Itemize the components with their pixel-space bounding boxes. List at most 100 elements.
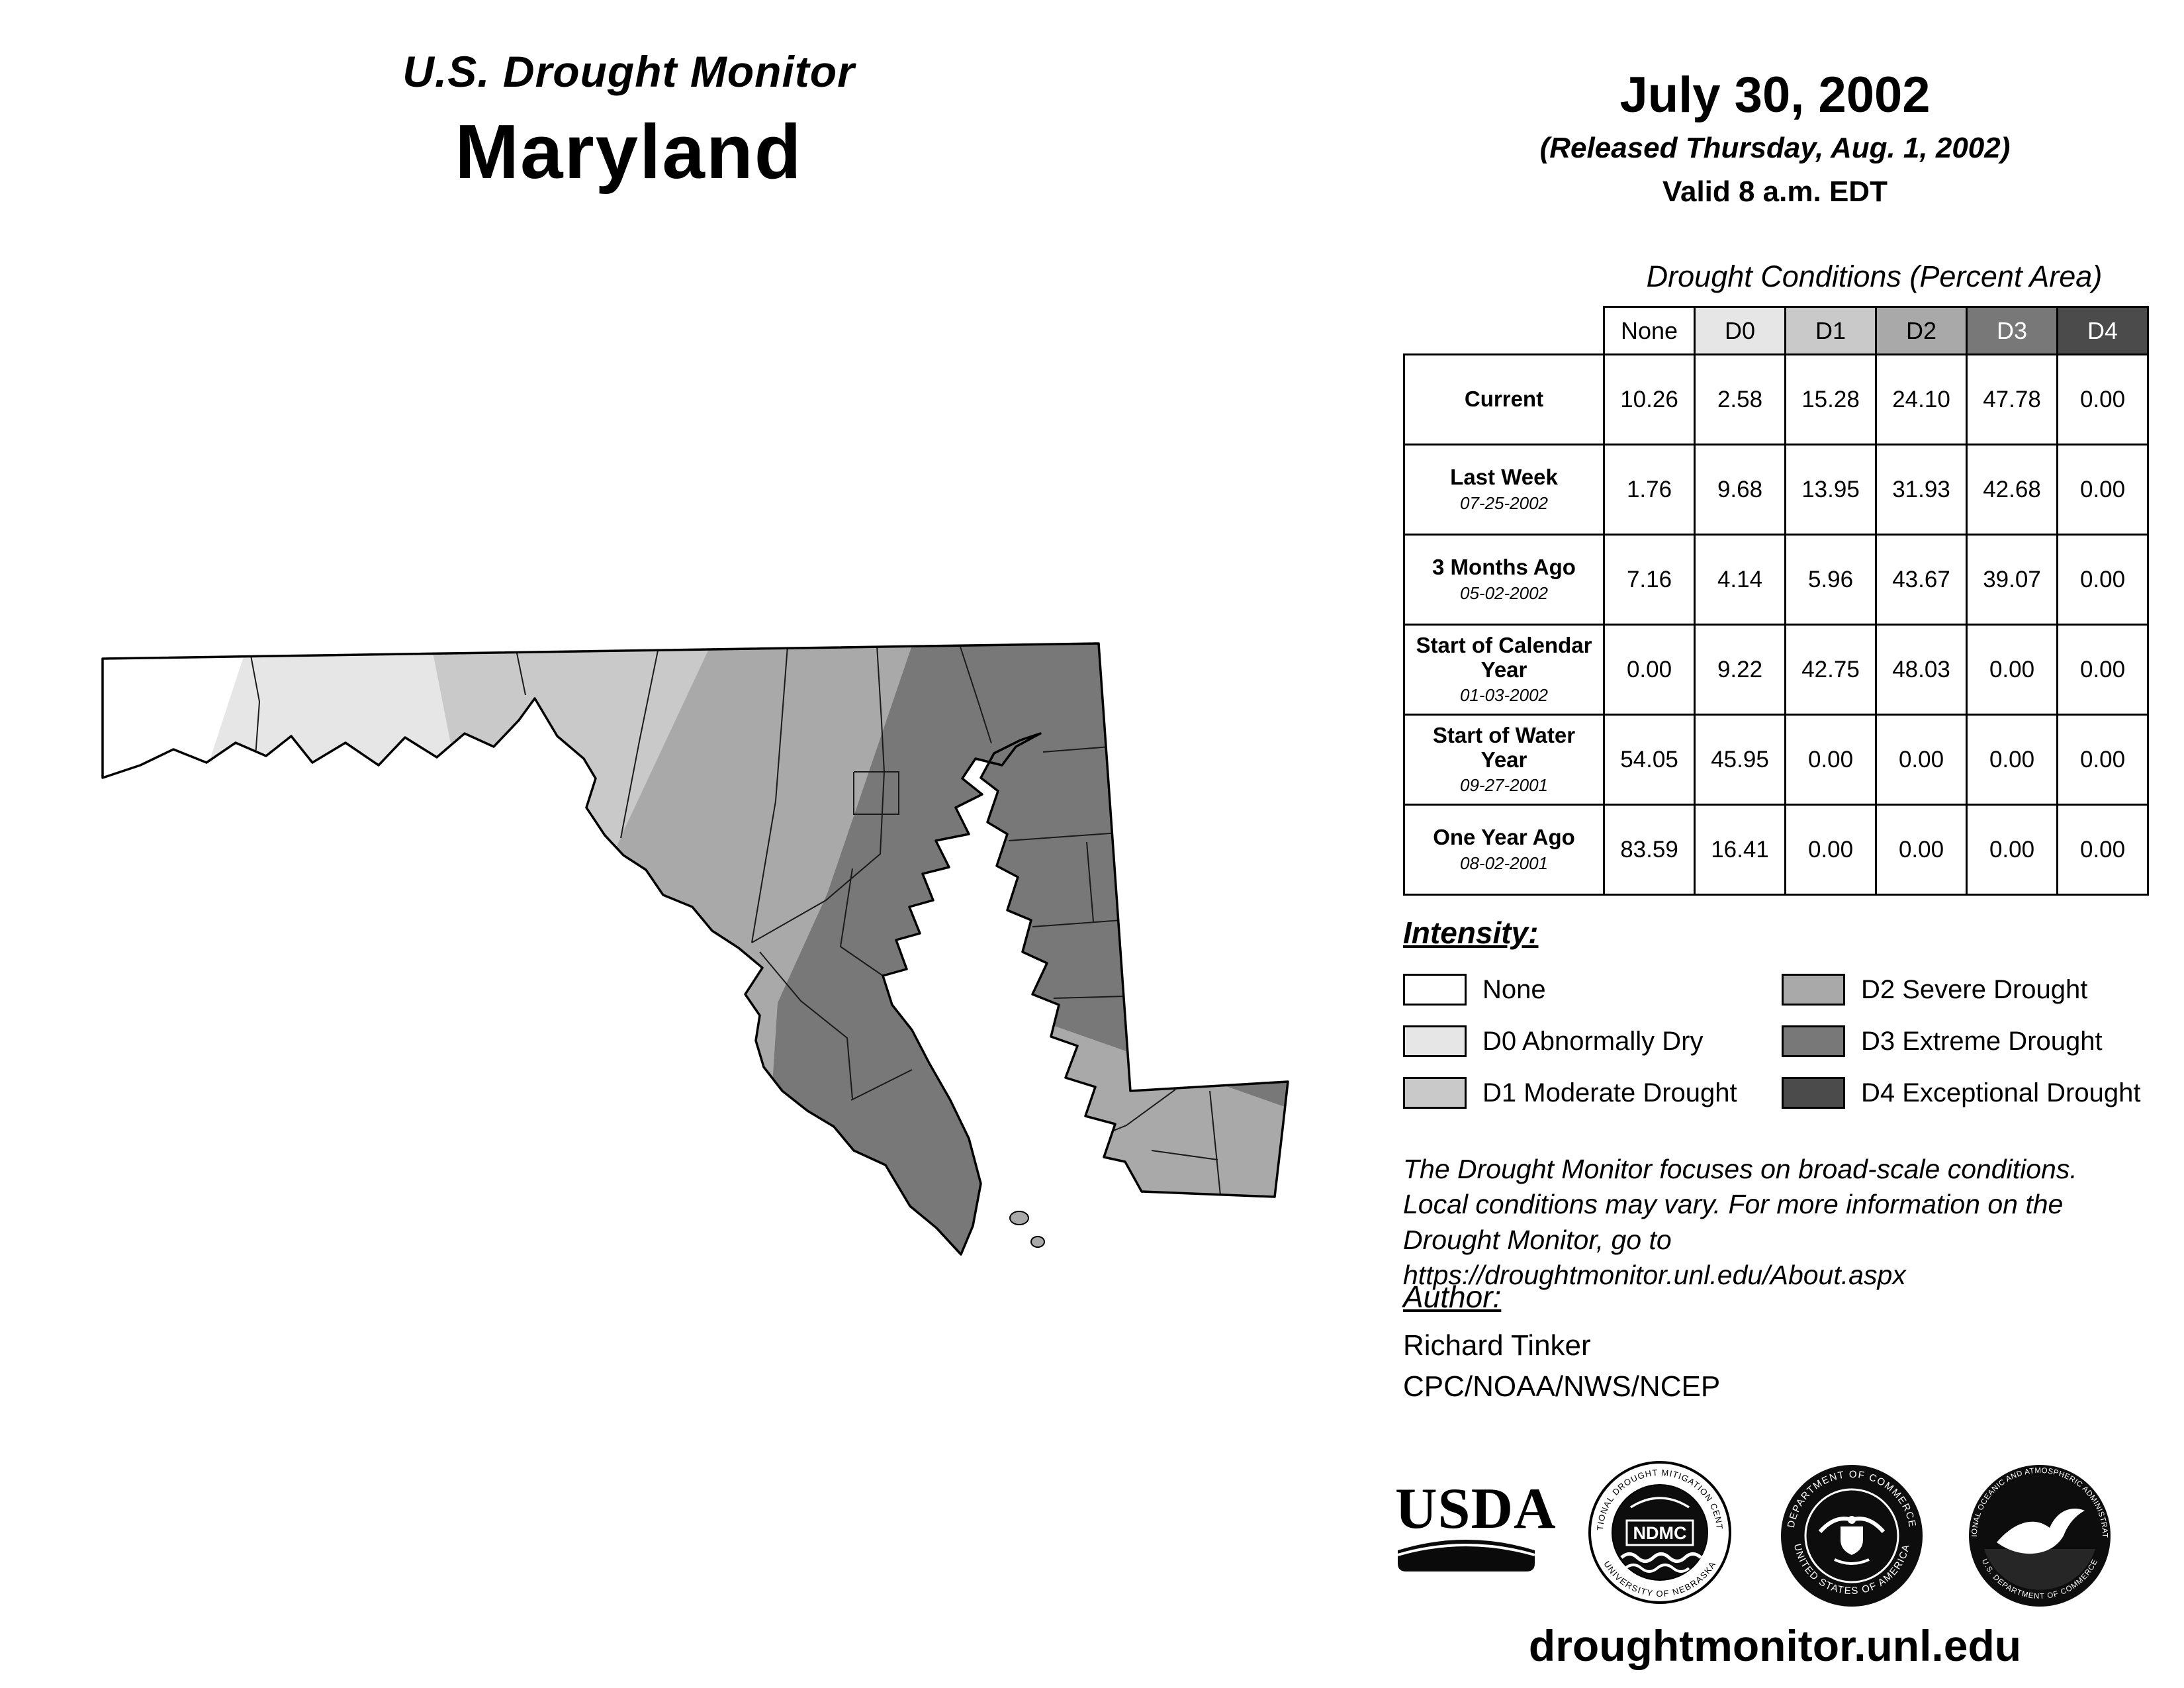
disclaimer-line: The Drought Monitor focuses on broad-sca… (1403, 1154, 2077, 1184)
row-label: Start of Calendar Year (1416, 632, 1592, 682)
legend-column-left: None D0 Abnormally Dry D1 Moderate Droug… (1403, 973, 1782, 1109)
legend-label: D0 Abnormally Dry (1482, 1026, 1704, 1056)
value-cell: 0.00 (2056, 624, 2149, 716)
value-cell: 45.95 (1694, 714, 1786, 806)
value-cell: 0.00 (1875, 804, 1968, 896)
maryland-drought-map (101, 642, 1289, 1256)
value-cell: 0.00 (2056, 534, 2149, 626)
doc-eagle-emblem (1818, 1516, 1886, 1565)
table-row-one-year-ago: One Year Ago 08-02-2001 83.59 16.41 0.00… (1403, 804, 2149, 896)
table-row-last-week: Last Week 07-25-2002 1.76 9.68 13.95 31.… (1403, 444, 2149, 536)
table-row-3-months-ago: 3 Months Ago 05-02-2002 7.16 4.14 5.96 4… (1403, 534, 2149, 626)
row-label: Last Week (1450, 465, 1558, 490)
legend-label: D2 Severe Drought (1861, 974, 2088, 1004)
swatch-none (1403, 974, 1467, 1006)
value-cell: 2.58 (1694, 353, 1786, 445)
table-row-start-calendar-year: Start of Calendar Year 01-03-2002 0.00 9… (1403, 624, 2149, 716)
legend-label: D3 Extreme Drought (1861, 1026, 2103, 1056)
disclaimer-line: Local conditions may vary. For more info… (1403, 1189, 2064, 1220)
map-date: July 30, 2002 (1619, 67, 1931, 123)
value-cell: 9.68 (1694, 444, 1786, 536)
row-label: One Year Ago (1433, 825, 1575, 850)
table-row-start-water-year: Start of Water Year 09-27-2001 54.05 45.… (1403, 714, 2149, 806)
swatch-d1 (1403, 1077, 1467, 1109)
value-cell: 4.14 (1694, 534, 1786, 626)
col-header-d2: D2 (1875, 306, 1968, 355)
bay-islands (1009, 1211, 1045, 1248)
value-cell: 0.00 (1875, 714, 1968, 806)
legend-label: D1 Moderate Drought (1482, 1078, 1737, 1107)
value-cell: 1.76 (1603, 444, 1696, 536)
legend-item-d0: D0 Abnormally Dry (1403, 1025, 1782, 1058)
value-cell: 48.03 (1875, 624, 1968, 716)
row-header: 3 Months Ago 05-02-2002 (1403, 534, 1605, 626)
noaa-gull-icon (1997, 1509, 2085, 1554)
value-cell: 39.07 (1966, 534, 2058, 626)
row-header: Last Week 07-25-2002 (1403, 444, 1605, 536)
col-header-d4: D4 (2056, 306, 2149, 355)
report-title-block: U.S. Drought Monitor Maryland (152, 46, 1105, 196)
product-title: U.S. Drought Monitor (402, 47, 855, 96)
col-header-d1: D1 (1784, 306, 1877, 355)
ndmc-banner (1625, 1519, 1694, 1546)
ndmc-wave (1624, 1564, 1690, 1573)
row-date: 05-02-2002 (1460, 583, 1548, 603)
legend-label: D4 Exceptional Drought (1861, 1078, 2141, 1107)
intensity-title: Intensity: (1403, 915, 1539, 950)
legend-label: None (1482, 974, 1546, 1004)
value-cell: 16.41 (1694, 804, 1786, 896)
value-cell: 24.10 (1875, 353, 1968, 445)
author-title: Author: (1403, 1280, 1502, 1314)
value-cell: 0.00 (1784, 804, 1877, 896)
row-header: Current (1403, 353, 1605, 445)
disclaimer: The Drought Monitor focuses on broad-sca… (1403, 1152, 2171, 1293)
author-block: Author: Richard Tinker CPC/NOAA/NWS/NCEP (1403, 1279, 1720, 1403)
value-cell: 0.00 (1966, 624, 2058, 716)
swatch-d4 (1782, 1077, 1845, 1109)
row-date: 08-02-2001 (1460, 853, 1548, 873)
row-label: 3 Months Ago (1432, 555, 1576, 580)
row-label: Current (1464, 387, 1544, 412)
state-name: Maryland (455, 109, 803, 195)
swatch-d0 (1403, 1025, 1467, 1057)
row-header: Start of Calendar Year 01-03-2002 (1403, 624, 1605, 716)
value-cell: 0.00 (1784, 714, 1877, 806)
legend-item-d4: D4 Exceptional Drought (1782, 1076, 2140, 1109)
band-d2-lower-shore (1005, 1014, 1288, 1254)
baltimore-city-boundary (853, 771, 899, 815)
value-cell: 7.16 (1603, 534, 1696, 626)
county-boundaries (250, 644, 1221, 1196)
date-block: July 30, 2002 (Released Thursday, Aug. 1… (1403, 66, 2147, 209)
row-date: 09-27-2001 (1460, 775, 1548, 796)
footer-url: droughtmonitor.unl.edu (1528, 1621, 2022, 1670)
corner-cell (1404, 306, 1604, 355)
dept-of-commerce-seal: DEPARTMENT OF COMMERCE UNITED STATES OF … (1781, 1465, 1923, 1607)
value-cell: 0.00 (1603, 624, 1696, 716)
value-cell: 42.75 (1784, 624, 1877, 716)
valid-time: Valid 8 a.m. EDT (1662, 175, 1888, 208)
legend-item-none: None (1403, 973, 1782, 1006)
usda-logo: USDA (1395, 1480, 1556, 1577)
col-header-none: None (1603, 306, 1696, 355)
value-cell: 83.59 (1603, 804, 1696, 896)
value-cell: 47.78 (1966, 353, 2058, 445)
value-cell: 5.96 (1784, 534, 1877, 626)
drought-shading-layers (103, 643, 1288, 1254)
swatch-d3 (1782, 1025, 1845, 1057)
value-cell: 10.26 (1603, 353, 1696, 445)
value-cell: 31.93 (1875, 444, 1968, 536)
intensity-legend: Intensity: None D0 Abnormally Dry D1 Mod… (1403, 915, 2151, 1109)
legend-item-d1: D1 Moderate Drought (1403, 1076, 1782, 1109)
value-cell: 0.00 (2056, 804, 2149, 896)
row-header: Start of Water Year 09-27-2001 (1403, 714, 1605, 806)
row-header: One Year Ago 08-02-2001 (1403, 804, 1605, 896)
ndmc-sky-arc (1630, 1497, 1690, 1509)
ndmc-wordmark: NDMC (1633, 1523, 1687, 1543)
drought-conditions-table: None D0 D1 D2 D3 D4 Current 10.26 2.58 1… (1403, 306, 2149, 896)
disclaimer-line: Drought Monitor, go to https://droughtmo… (1403, 1224, 1906, 1290)
table-row-current: Current 10.26 2.58 15.28 24.10 47.78 0.0… (1403, 353, 2149, 445)
value-cell: 0.00 (1966, 714, 2058, 806)
noaa-seal: NATIONAL OCEANIC AND ATMOSPHERIC ADMINIS… (1967, 1463, 2111, 1607)
released-date: (Released Thursday, Aug. 1, 2002) (1539, 132, 2011, 164)
